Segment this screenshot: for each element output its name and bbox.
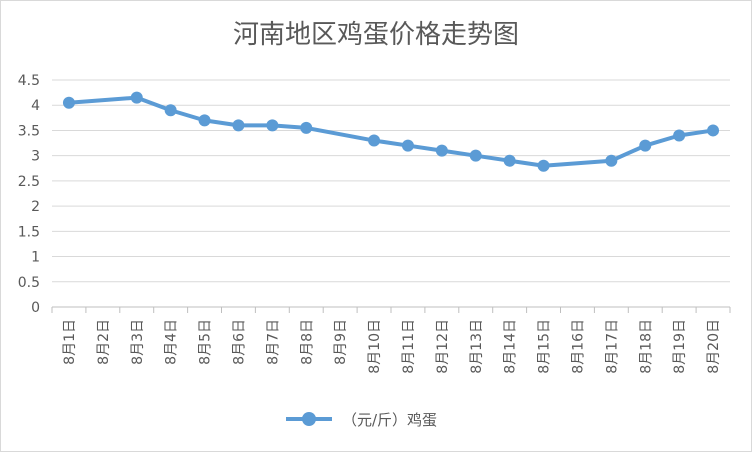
x-tick-label: 8月11日 (401, 319, 417, 374)
x-tick-label: 8月4日 (164, 319, 180, 365)
x-tick-label: 8月13日 (469, 319, 485, 374)
data-point (707, 124, 720, 137)
y-tick-label: 0 (31, 300, 40, 316)
y-tick-label: 2.5 (18, 174, 40, 190)
x-tick-label: 8月3日 (130, 319, 146, 365)
data-point (503, 154, 516, 167)
x-tick-label: 8月1日 (62, 319, 78, 365)
data-point (266, 119, 279, 132)
x-tick-label: 8月14日 (503, 319, 519, 374)
x-tick-label: 8月9日 (333, 319, 349, 365)
data-point (401, 139, 414, 152)
x-tick-label: 8月8日 (299, 319, 315, 365)
x-tick-label: 8月5日 (198, 319, 214, 365)
y-tick-label: 0.5 (18, 275, 40, 291)
y-tick-label: 2 (31, 199, 40, 215)
x-tick-label: 8月10日 (367, 319, 383, 374)
y-tick-label: 3.5 (18, 123, 40, 139)
y-tick-label: 1 (31, 250, 40, 266)
data-point (164, 104, 177, 117)
x-tick-label: 8月19日 (672, 319, 688, 374)
data-point (435, 144, 448, 157)
data-point (639, 139, 652, 152)
x-tick-label: 8月16日 (570, 319, 586, 374)
chart-title: 河南地区鸡蛋价格走势图 (232, 20, 519, 50)
data-point (62, 96, 75, 109)
y-tick-label: 4 (31, 98, 40, 114)
legend-label: （元/斤）鸡蛋 (342, 410, 438, 429)
data-point (198, 114, 211, 127)
data-point (130, 91, 143, 104)
y-tick-label: 3 (31, 149, 40, 165)
x-tick-label: 8月7日 (265, 319, 281, 365)
x-tick-label: 8月2日 (96, 319, 112, 365)
data-point (537, 159, 550, 172)
x-tick-label: 8月12日 (435, 319, 451, 374)
x-tick-label: 8月15日 (537, 319, 553, 374)
data-point (673, 129, 686, 142)
data-point (300, 121, 313, 134)
x-tick-label: 8月6日 (231, 319, 247, 365)
y-tick-label: 1.5 (18, 224, 40, 240)
data-point (232, 119, 245, 132)
data-point (368, 134, 381, 147)
x-tick-label: 8月20日 (706, 319, 722, 374)
data-point (469, 149, 482, 162)
legend-marker-icon (286, 412, 332, 426)
x-tick-label: 8月17日 (604, 319, 620, 374)
legend: （元/斤）鸡蛋 (286, 407, 437, 431)
data-point (605, 154, 618, 167)
x-tick-label: 8月18日 (638, 319, 654, 374)
y-tick-label: 4.5 (18, 73, 40, 89)
